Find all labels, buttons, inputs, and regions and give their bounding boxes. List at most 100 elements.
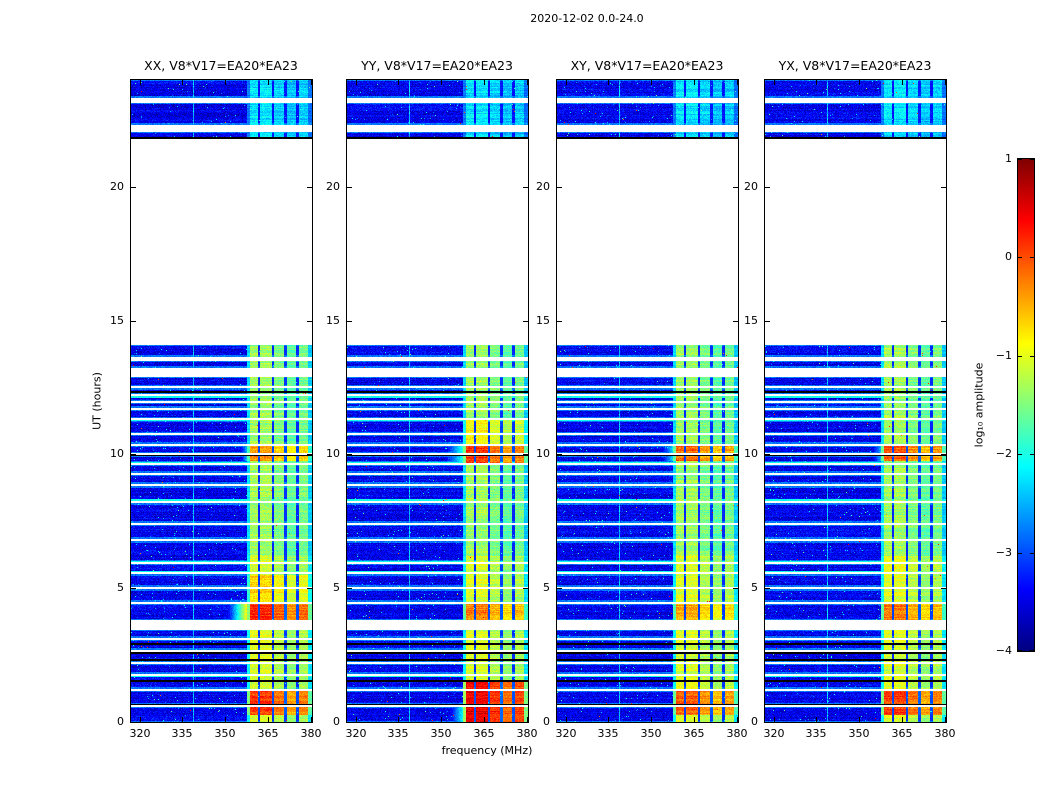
x-tick-label: 320 [555, 727, 577, 740]
x-tick-mark [859, 717, 860, 722]
y-tick-mark [733, 588, 738, 589]
y-tick-label: 15 [110, 314, 124, 327]
x-tick-mark [398, 80, 399, 85]
x-tick-label: 335 [387, 727, 409, 740]
x-tick-mark [945, 717, 946, 722]
y-tick-label: 0 [333, 715, 340, 728]
x-tick-mark [774, 80, 775, 85]
colorbar-tick-mark [1018, 650, 1022, 651]
x-tick-mark [441, 80, 442, 85]
colorbar-label: log₁₀ amplitude [972, 362, 986, 448]
x-tick-label: 335 [805, 727, 827, 740]
x-tick-mark [527, 717, 528, 722]
x-tick-mark [311, 717, 312, 722]
y-tick-label: 10 [326, 447, 340, 460]
y-tick-mark [557, 722, 562, 723]
y-tick-mark [765, 722, 770, 723]
panel-title-yy: YY, V8*V17=EA20*EA23 [361, 58, 513, 73]
colorbar-tick-mark [1030, 650, 1034, 651]
y-tick-mark [131, 722, 136, 723]
y-tick-mark [523, 187, 528, 188]
y-tick-mark [347, 722, 352, 723]
x-tick-label: 380 [726, 727, 748, 740]
y-tick-mark [523, 321, 528, 322]
y-tick-mark [733, 454, 738, 455]
x-tick-label: 365 [683, 727, 705, 740]
y-tick-mark [131, 588, 136, 589]
colorbar-tick-label: 1 [1005, 152, 1012, 165]
x-tick-mark [608, 80, 609, 85]
x-tick-mark [566, 717, 567, 722]
y-tick-mark [307, 454, 312, 455]
colorbar-tick-label: 0 [1005, 250, 1012, 263]
y-tick-mark [765, 321, 770, 322]
y-tick-mark [765, 454, 770, 455]
colorbar-tick-mark [1018, 454, 1022, 455]
y-tick-label: 10 [110, 447, 124, 460]
y-tick-mark [523, 588, 528, 589]
x-tick-mark [945, 80, 946, 85]
y-tick-label: 0 [751, 715, 758, 728]
y-tick-mark [347, 454, 352, 455]
x-tick-label: 350 [848, 727, 870, 740]
colorbar-tick-mark [1018, 257, 1022, 258]
x-tick-label: 365 [257, 727, 279, 740]
x-tick-mark [182, 717, 183, 722]
y-tick-mark [557, 588, 562, 589]
y-tick-label: 15 [536, 314, 550, 327]
panel-title-yx: YX, V8*V17=EA20*EA23 [778, 58, 932, 73]
colorbar-tick-mark [1018, 553, 1022, 554]
colorbar-tick-label: −4 [995, 644, 1012, 657]
x-tick-label: 380 [516, 727, 538, 740]
x-tick-label: 350 [214, 727, 236, 740]
y-tick-mark [941, 588, 946, 589]
colorbar-tick-mark [1030, 553, 1034, 554]
panel-title-xy: XY, V8*V17=EA20*EA23 [570, 58, 724, 73]
x-tick-mark [737, 717, 738, 722]
x-tick-mark [651, 80, 652, 85]
x-tick-mark [225, 717, 226, 722]
spectrogram-heatmap-xy [557, 80, 738, 722]
x-tick-mark [268, 717, 269, 722]
y-tick-mark [765, 187, 770, 188]
colorbar-tick-label: −1 [995, 349, 1012, 362]
x-axis-label: frequency (MHz) [441, 744, 533, 757]
x-tick-label: 380 [934, 727, 956, 740]
y-tick-label: 5 [333, 581, 340, 594]
y-tick-mark [131, 187, 136, 188]
x-tick-label: 320 [129, 727, 151, 740]
x-tick-mark [484, 80, 485, 85]
x-tick-mark [398, 717, 399, 722]
x-tick-mark [694, 717, 695, 722]
colorbar-gradient [1018, 159, 1034, 651]
y-tick-mark [941, 454, 946, 455]
y-tick-mark [557, 187, 562, 188]
x-tick-mark [268, 80, 269, 85]
panel-title-xx: XX, V8*V17=EA20*EA23 [144, 58, 298, 73]
x-tick-label: 350 [640, 727, 662, 740]
x-tick-mark [140, 80, 141, 85]
x-tick-mark [311, 80, 312, 85]
y-tick-label: 15 [744, 314, 758, 327]
x-tick-mark [902, 717, 903, 722]
x-tick-label: 335 [597, 727, 619, 740]
y-tick-mark [733, 321, 738, 322]
x-tick-mark [737, 80, 738, 85]
y-tick-label: 20 [326, 180, 340, 193]
spectrogram-heatmap-yy [347, 80, 528, 722]
y-tick-label: 5 [117, 581, 124, 594]
y-tick-mark [347, 588, 352, 589]
y-tick-label: 20 [110, 180, 124, 193]
y-tick-mark [557, 454, 562, 455]
colorbar-tick-mark [1030, 257, 1034, 258]
y-tick-mark [941, 722, 946, 723]
x-tick-mark [140, 717, 141, 722]
x-tick-mark [608, 717, 609, 722]
x-tick-mark [182, 80, 183, 85]
x-tick-mark [356, 80, 357, 85]
x-tick-mark [816, 80, 817, 85]
y-tick-mark [131, 454, 136, 455]
y-tick-mark [557, 321, 562, 322]
y-tick-label: 10 [536, 447, 550, 460]
